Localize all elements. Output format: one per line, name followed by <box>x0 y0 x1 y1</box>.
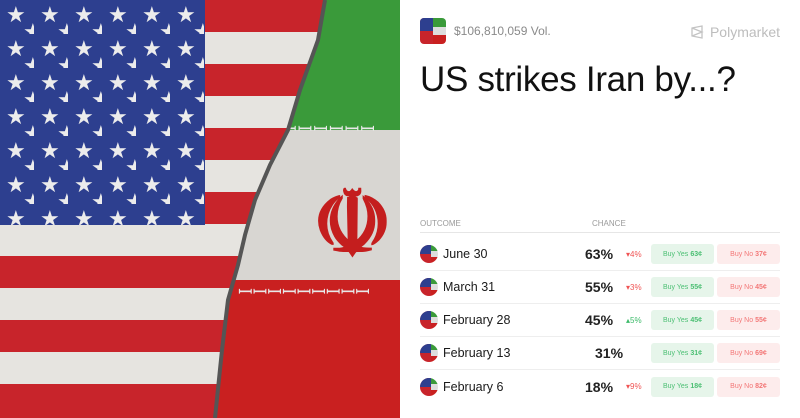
yes-price: 63¢ <box>690 250 702 258</box>
no-price: 45¢ <box>755 283 767 291</box>
buy-yes-button[interactable]: Buy Yes 55¢ <box>651 277 714 297</box>
svg-text:ꟷꟷꟷꟷꟷꟷ: ꟷꟷꟷꟷꟷꟷ <box>282 119 376 139</box>
outcome-avatar <box>420 311 438 329</box>
buy-no-button[interactable]: Buy No 69¢ <box>717 343 780 363</box>
outcome-row[interactable]: February 13 31% Buy Yes 31¢ Buy No 69¢ <box>420 337 780 370</box>
buy-no-button[interactable]: Buy No 37¢ <box>717 244 780 264</box>
buy-no-label: Buy No <box>730 383 754 390</box>
brand-name: Polymarket <box>709 24 780 40</box>
market-header: $106,810,059 Vol. <box>420 18 551 44</box>
outcome-name: June 30 <box>443 247 488 261</box>
buy-yes-label: Buy Yes <box>663 383 689 390</box>
outcome-row[interactable]: June 30 63% ▾4% Buy Yes 63¢ Buy No 37¢ <box>420 238 780 271</box>
us-iran-flags-image: ★★ ꟷꟷꟷꟷꟷꟷ ꟷꟷꟷꟷꟷꟷꟷꟷꟷ ☫ <box>0 0 400 418</box>
arrow-down-icon: ▾ <box>626 249 631 259</box>
outcome-name: February 6 <box>443 379 504 394</box>
buy-no-button[interactable]: Buy No 82¢ <box>717 376 780 397</box>
outcome-chance: 18% <box>585 378 614 395</box>
buy-yes-button[interactable]: Buy Yes 31¢ <box>651 343 714 363</box>
volume: $106,810,059 Vol. <box>454 24 551 38</box>
outcome-row[interactable]: March 31 55% ▾3% Buy Yes 55¢ Buy No 45¢ <box>420 271 780 304</box>
polymarket-logo[interactable]: Polymarket <box>690 24 780 40</box>
polymarket-icon <box>691 25 704 39</box>
chance-change: ▾9% <box>626 382 642 391</box>
outcome-avatar <box>420 245 438 263</box>
buy-no-label: Buy No <box>730 316 754 324</box>
market-card: $106,810,059 Vol. Polymarket US strikes … <box>400 0 800 418</box>
buy-no-button[interactable]: Buy No 55¢ <box>717 310 780 330</box>
outcome-row[interactable]: February 28 45% ▴5% Buy Yes 45¢ Buy No 55¢ <box>420 304 780 337</box>
svg-text:ꟷꟷꟷꟷꟷꟷꟷꟷꟷ: ꟷꟷꟷꟷꟷꟷꟷꟷꟷ <box>238 282 370 302</box>
buy-no-label: Buy No <box>730 349 754 357</box>
chance-change: ▾4% <box>626 250 642 259</box>
outcome-name: March 31 <box>443 280 496 294</box>
market-thumbnail <box>420 18 446 44</box>
svg-text:☫: ☫ <box>312 175 393 275</box>
outcome-chance: 45% <box>585 312 614 328</box>
yes-price: 18¢ <box>690 383 702 390</box>
change-value: 5% <box>630 315 642 325</box>
buy-yes-label: Buy Yes <box>663 316 689 324</box>
buy-yes-label: Buy Yes <box>663 250 689 258</box>
buy-no-button[interactable]: Buy No 45¢ <box>717 277 780 297</box>
buy-yes-button[interactable]: Buy Yes 18¢ <box>651 376 714 397</box>
no-price: 82¢ <box>755 383 767 390</box>
outcome-name: February 28 <box>443 313 511 327</box>
change-value: 4% <box>630 249 642 259</box>
change-value: 3% <box>630 282 642 292</box>
buy-yes-label: Buy Yes <box>663 349 689 357</box>
buy-no-label: Buy No <box>730 250 754 258</box>
outcome-name: February 13 <box>443 346 511 360</box>
chance-change: ▾3% <box>626 283 642 292</box>
no-price: 55¢ <box>755 316 767 324</box>
arrow-down-icon: ▾ <box>626 282 631 292</box>
arrow-up-icon: ▴ <box>626 315 631 325</box>
yes-price: 45¢ <box>690 316 702 324</box>
yes-price: 31¢ <box>690 349 702 357</box>
outcome-row[interactable]: February 6 18% ▾9% Buy Yes 18¢ Buy No 82¢ <box>420 370 780 403</box>
change-value: 9% <box>630 382 642 391</box>
buy-yes-button[interactable]: Buy Yes 63¢ <box>651 244 714 264</box>
no-price: 37¢ <box>755 250 767 258</box>
outcome-chance: 55% <box>585 279 614 295</box>
market-title: US strikes Iran by...? <box>420 60 736 99</box>
outcome-chance: 31% <box>595 345 624 361</box>
buy-no-label: Buy No <box>730 283 754 291</box>
outcome-chance: 63% <box>585 246 614 262</box>
col-outcome: OUTCOME <box>420 219 461 228</box>
col-chance: CHANCE <box>592 219 626 228</box>
buy-yes-label: Buy Yes <box>663 283 689 291</box>
outcome-avatar <box>420 278 438 296</box>
outcome-list: June 30 63% ▾4% Buy Yes 63¢ Buy No 37¢ Mar… <box>420 238 780 403</box>
yes-price: 55¢ <box>690 283 702 291</box>
buy-yes-button[interactable]: Buy Yes 45¢ <box>651 310 714 330</box>
chance-change: ▴5% <box>626 316 642 325</box>
table-header: OUTCOME CHANCE <box>420 219 780 233</box>
no-price: 69¢ <box>755 349 767 357</box>
arrow-down-icon: ▾ <box>626 382 631 391</box>
outcome-avatar <box>420 344 438 362</box>
outcome-avatar <box>420 377 438 396</box>
